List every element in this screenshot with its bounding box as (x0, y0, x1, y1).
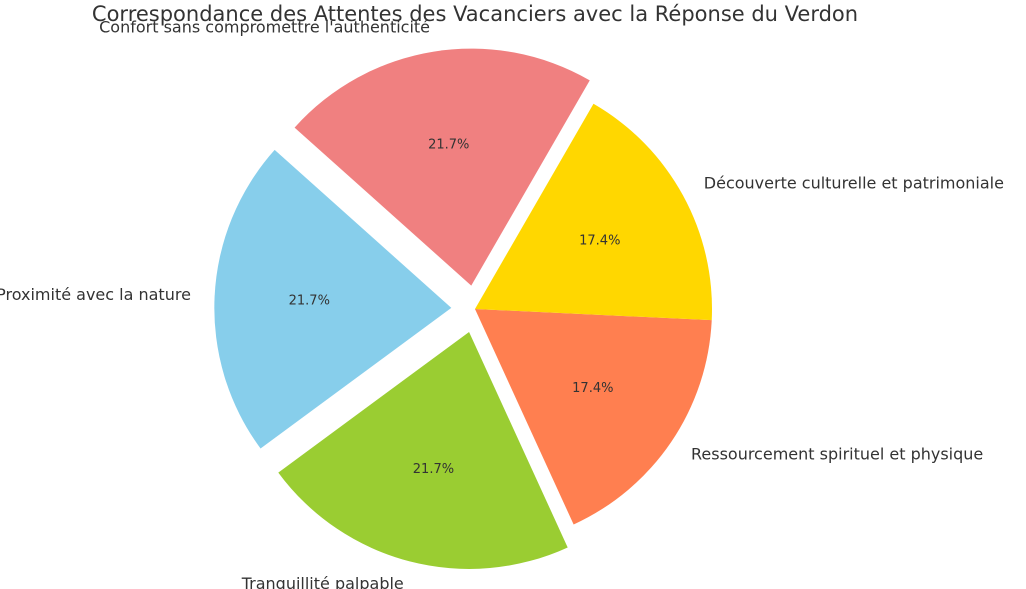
slice-category-label: Confort sans compromettre l'authenticité (99, 18, 430, 37)
pie-slice (294, 48, 590, 286)
slice-percent-label: 17.4% (579, 233, 620, 248)
pie-slice (475, 309, 712, 525)
slice-percent-label: 21.7% (428, 138, 469, 153)
slice-category-label: Ressourcement spirituel et physique (691, 444, 983, 463)
slice-category-label: Découverte culturelle et patrimoniale (704, 174, 1004, 193)
slice-percent-label: 21.7% (413, 462, 454, 477)
pie-slice (475, 103, 713, 321)
pie-slice (278, 331, 568, 569)
chart-title: Correspondance des Attentes des Vacancie… (91, 2, 859, 26)
slice-category-label: Proximité avec la nature (0, 285, 191, 304)
pie-slice (214, 149, 452, 449)
slice-percent-label: 21.7% (289, 294, 330, 309)
slice-percent-label: 17.4% (572, 381, 613, 396)
slice-category-label: Tranquillité palpable (241, 574, 404, 589)
